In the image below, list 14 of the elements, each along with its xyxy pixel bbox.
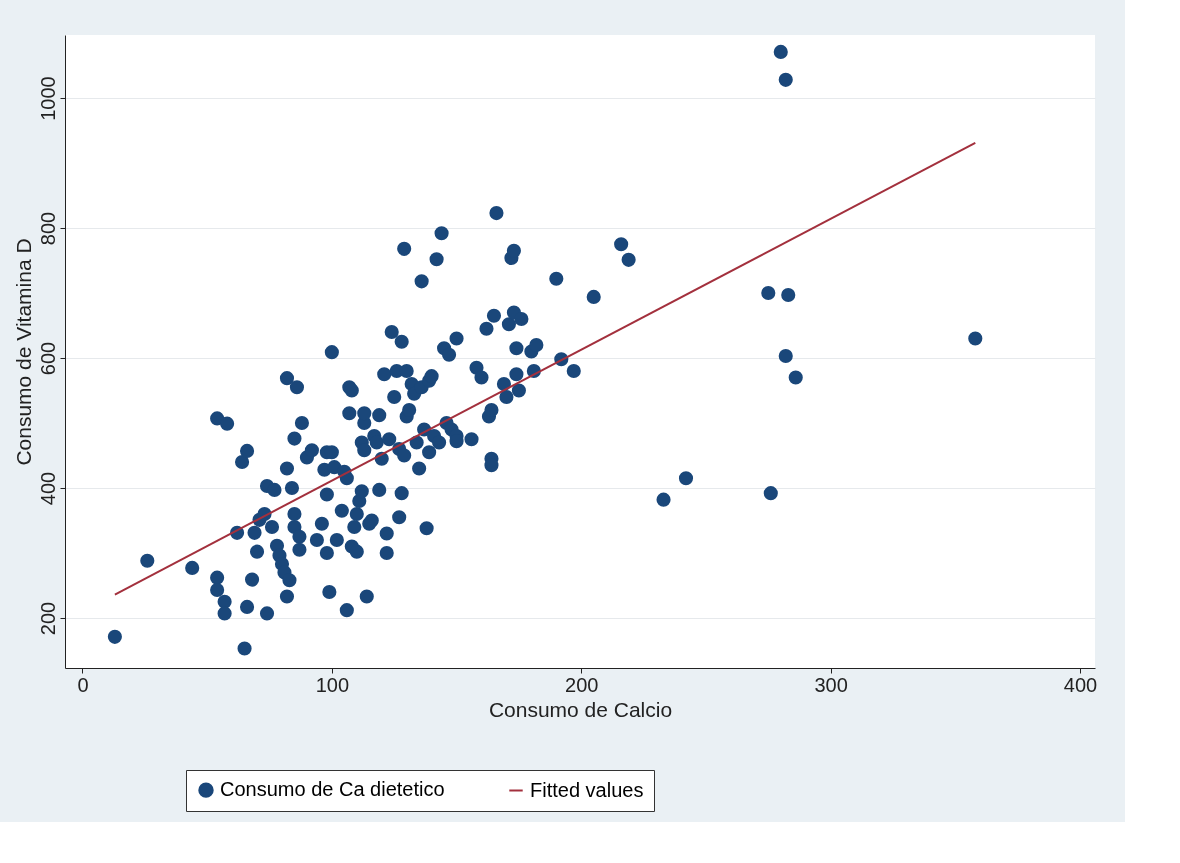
x-tick-label: 200 [565,673,599,696]
x-tick-label: 100 [315,673,350,696]
y-tick-label: 400 [36,471,59,506]
y-tick-label: 800 [36,211,59,246]
legend-label: Consumo de Ca dietetico [220,778,445,801]
legend-label: Fitted values [530,778,644,801]
y-tick-label: 200 [36,601,59,636]
y-tick-label: 600 [36,341,59,376]
x-tick-label: 300 [814,673,848,696]
y-tick-label: 1000 [36,76,59,121]
x-axis-title: Consumo de Calcio [488,697,673,721]
x-tick-label: 0 [77,673,89,696]
x-tick-label: 400 [1063,673,1098,696]
y-axis-title: Consumo de Vitamina D [11,238,35,466]
